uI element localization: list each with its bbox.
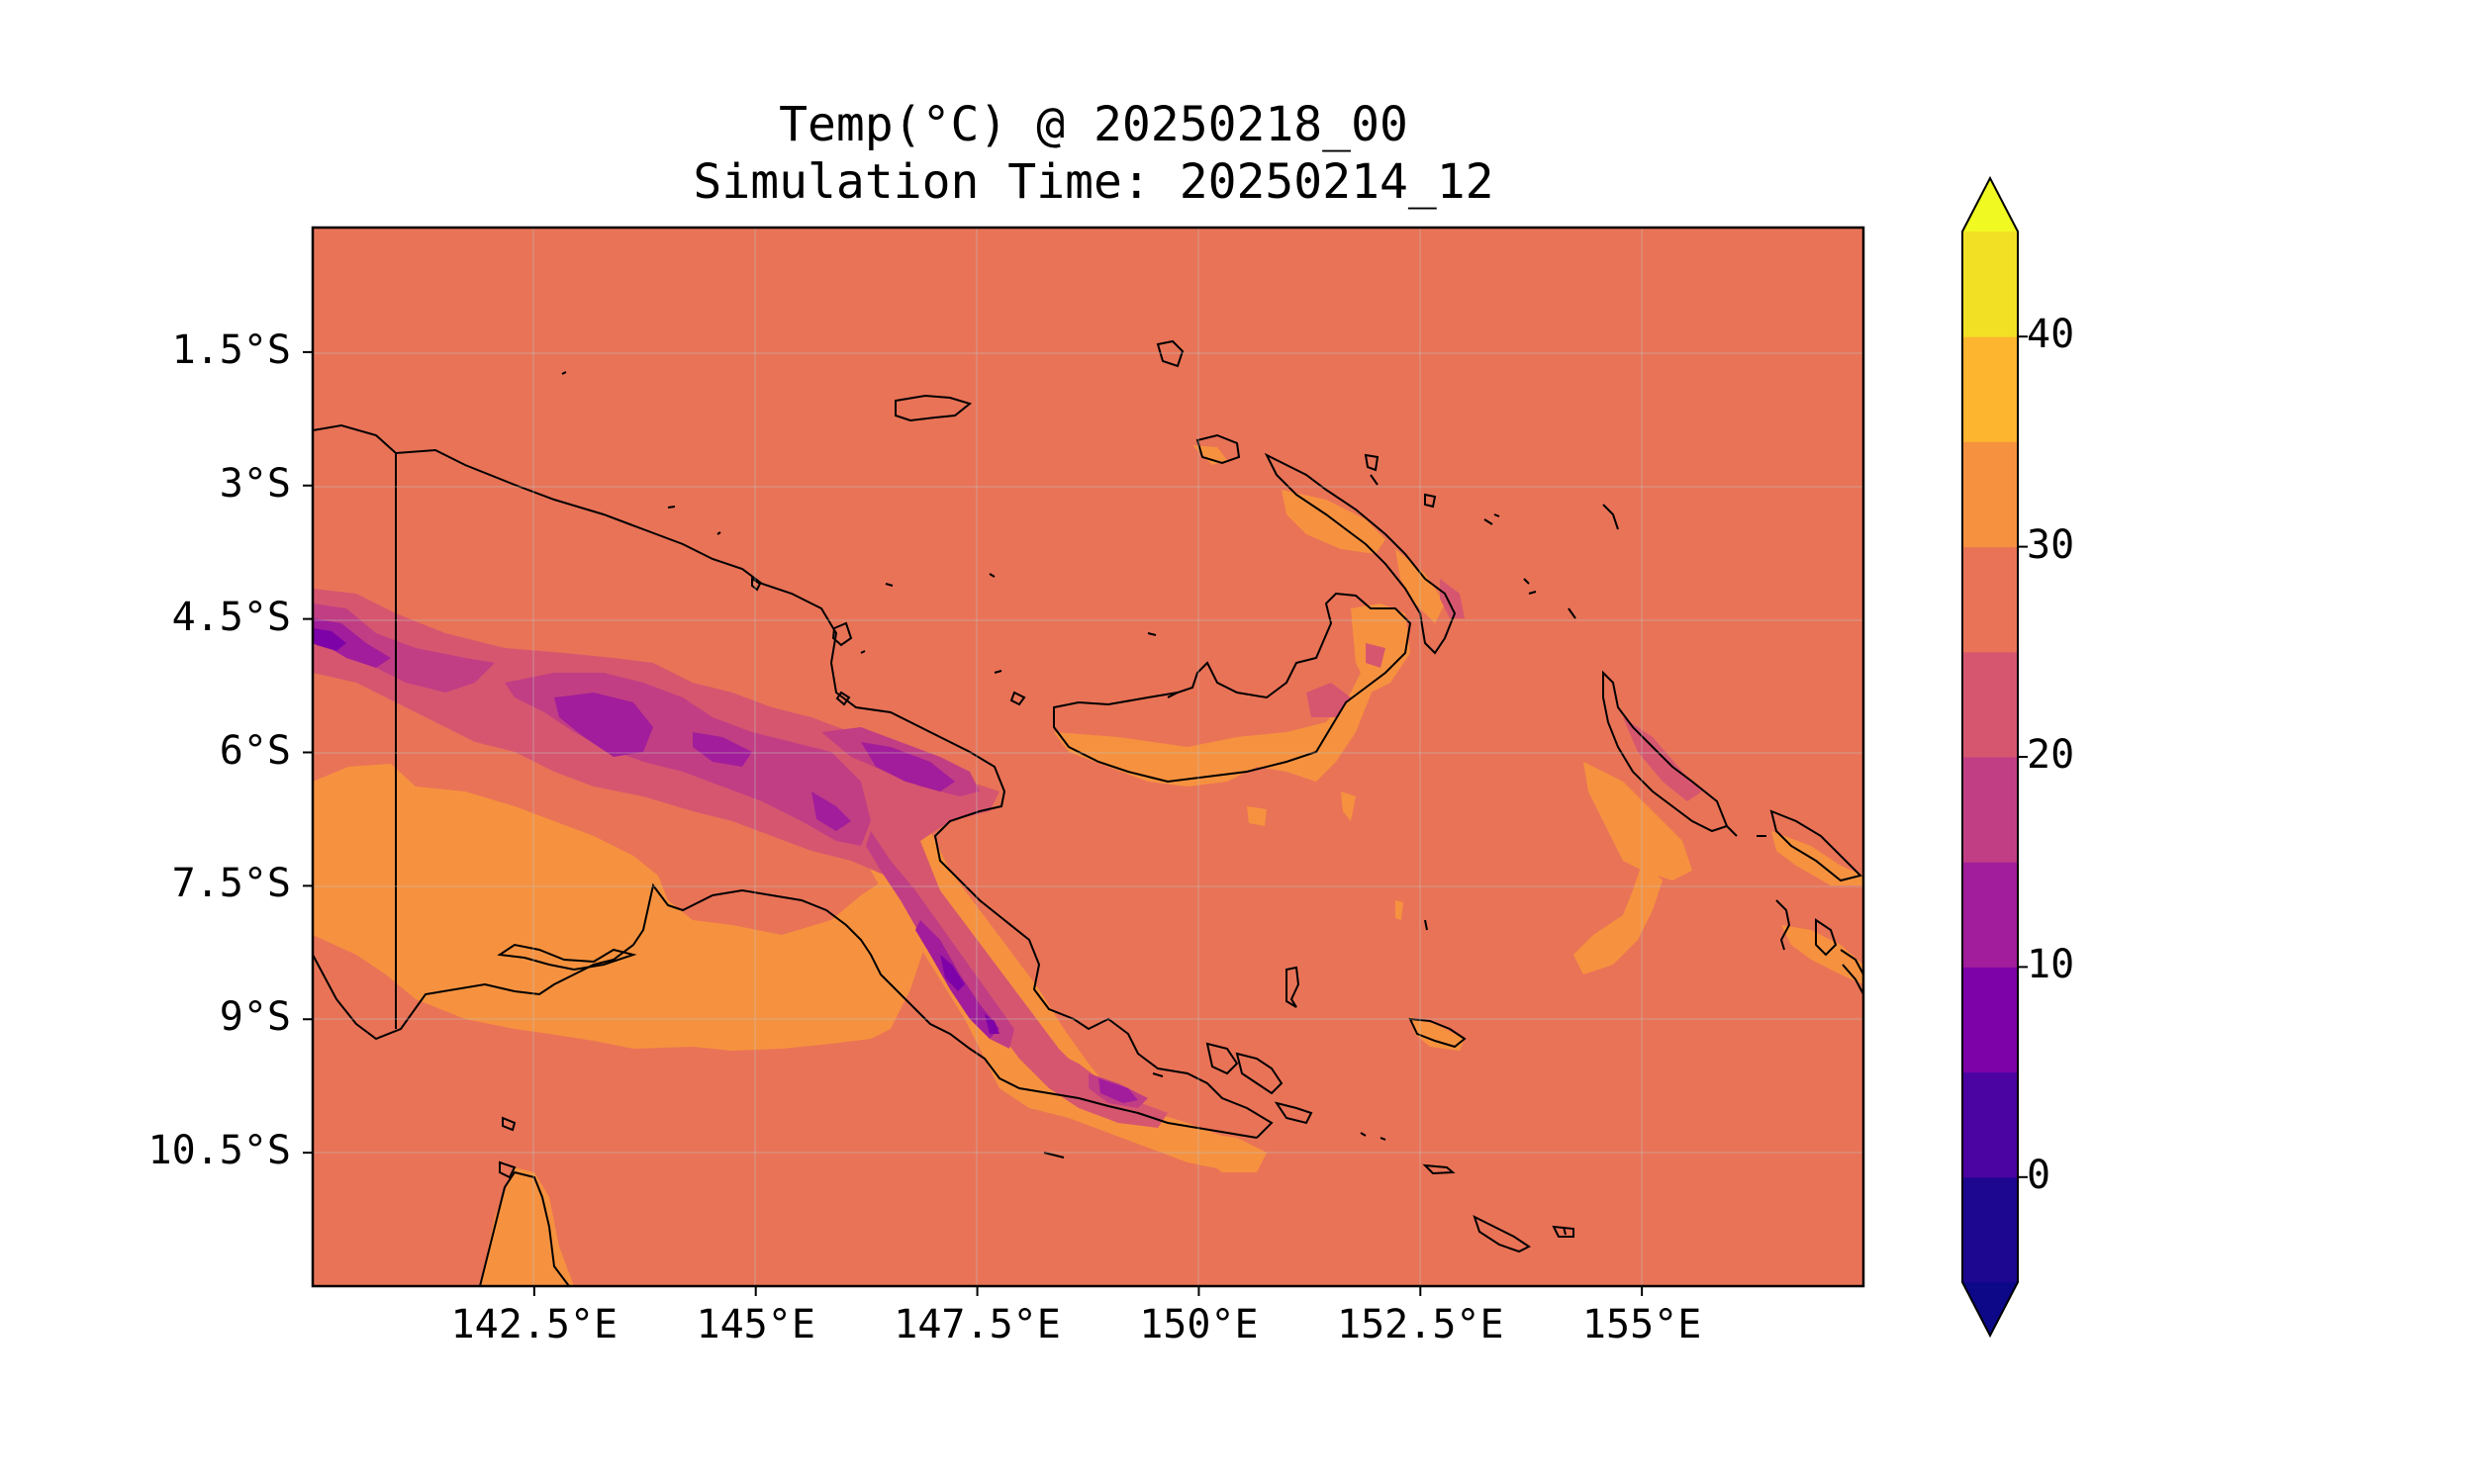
mussau-island	[1156, 339, 1185, 368]
lat-tick-label: 4.5°S	[171, 594, 291, 640]
contour-fill-20-25	[313, 579, 1702, 1128]
colorbar-tick-label: 20	[2027, 732, 2075, 778]
solomon-islands-south	[1775, 899, 1863, 995]
lon-tick-label: 155°E	[1581, 1302, 1702, 1347]
gridlines	[313, 228, 1863, 1286]
colorbar-level	[1962, 232, 2018, 337]
louisiade-islands	[1422, 1163, 1574, 1253]
new-guinea-north-coast	[313, 423, 1274, 1139]
colorbar-tick-label: 10	[2027, 942, 2075, 988]
colorbar-level	[1962, 1071, 2018, 1178]
colorbar	[1961, 175, 2028, 1339]
cape-york-coast	[479, 1170, 570, 1286]
colorbar-level	[1962, 1176, 2018, 1283]
map-area	[313, 228, 1863, 1286]
lon-tick-label: 152.5°E	[1336, 1302, 1504, 1347]
colorbar-level	[1962, 651, 2018, 758]
colorbar-over-arrow	[1962, 178, 2018, 232]
solomon-islands-west	[1769, 809, 1862, 882]
lat-tick-label: 9°S	[219, 994, 291, 1041]
lat-tick-label: 7.5°S	[171, 861, 291, 907]
colorbar-level	[1962, 862, 2018, 968]
lat-tick-label: 1.5°S	[171, 326, 291, 373]
colorbar-level	[1962, 967, 2018, 1073]
colorbar-under-arrow	[1962, 1282, 2018, 1336]
contour-fill-5-10	[313, 628, 999, 1034]
new-guinea-south-coast	[313, 882, 1258, 1139]
colorbar-level	[1962, 441, 2018, 548]
schouten-islands	[895, 394, 973, 422]
lat-tick-label: 3°S	[219, 460, 291, 507]
colorbar-tick-label: 30	[2027, 521, 2075, 568]
small-islets	[499, 371, 1766, 1236]
lon-tick-label: 145°E	[696, 1302, 815, 1347]
colorbar-level	[1962, 546, 2018, 653]
colorbar-tick-label: 0	[2027, 1152, 2051, 1198]
lon-tick-label: 147.5°E	[894, 1302, 1061, 1347]
lon-tick-label: 150°E	[1139, 1302, 1259, 1347]
map-frame	[311, 226, 1865, 1288]
dentrecasteaux-islands	[1205, 1042, 1313, 1125]
new-ireland-coast	[1264, 452, 1457, 655]
gulf-coast-inlet	[497, 943, 637, 972]
trobriand-islands	[1285, 966, 1300, 1008]
coastlines	[313, 339, 1863, 1286]
colorbar-tick-label: 40	[2027, 312, 2075, 358]
bougainville-coast	[1602, 670, 1729, 833]
new-britain-coast	[1053, 592, 1412, 784]
colorbar-level	[1962, 757, 2018, 863]
map-subtitle: Simulation Time: 20250214_12	[693, 154, 1494, 210]
lon-tick-label: 142.5°E	[450, 1302, 618, 1347]
lat-tick-label: 10.5°S	[147, 1128, 292, 1174]
colorbar-level	[1962, 336, 2018, 442]
manus-island	[1195, 433, 1241, 465]
woodlark-island	[1408, 1017, 1467, 1049]
lat-tick-label: 6°S	[219, 727, 291, 774]
map-title: Temp(°C) @ 20250218_00	[779, 97, 1408, 152]
colorbar-outline	[1961, 175, 2019, 1339]
